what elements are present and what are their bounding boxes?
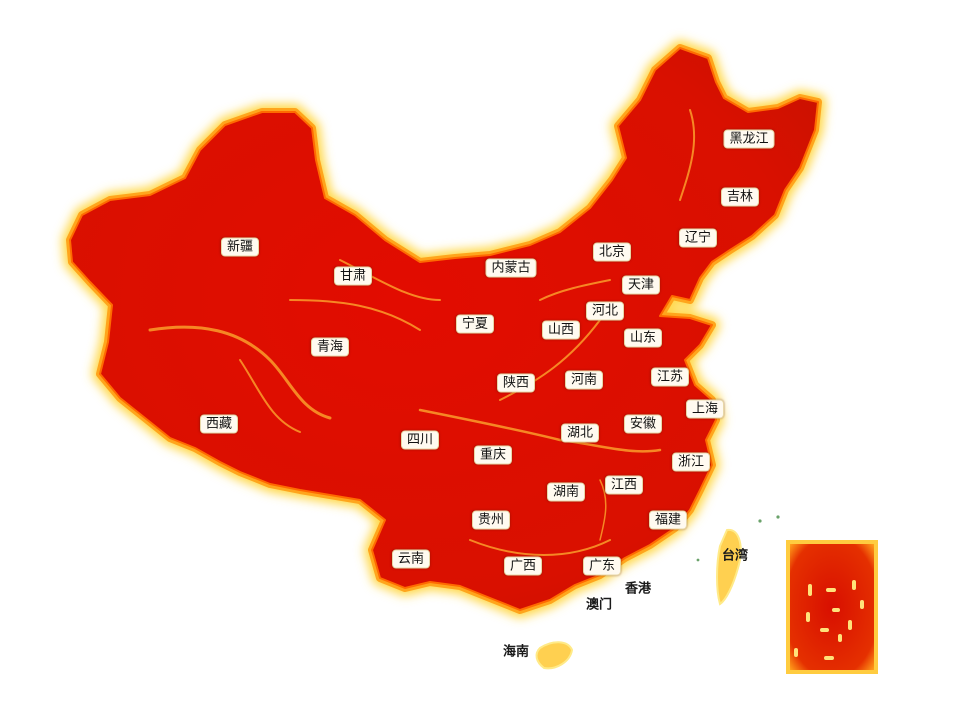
label-hainan[interactable]: 海南: [502, 644, 530, 660]
taiwan-island: [716, 528, 742, 606]
label-xizang[interactable]: 西藏: [199, 414, 239, 434]
label-yunnan[interactable]: 云南: [391, 549, 431, 569]
label-xianggang[interactable]: 香港: [624, 581, 652, 597]
label-guangxi[interactable]: 广西: [503, 556, 543, 576]
mainland-china: [69, 47, 819, 611]
label-hunan[interactable]: 湖南: [546, 482, 586, 502]
hainan-island: [535, 641, 574, 670]
label-shaanxi[interactable]: 陕西: [496, 373, 536, 393]
label-guangdong[interactable]: 广东: [582, 556, 622, 576]
label-aomen[interactable]: 澳门: [585, 597, 613, 613]
label-zhejiang[interactable]: 浙江: [671, 452, 711, 472]
small-islets: [696, 515, 780, 562]
label-hebei[interactable]: 河北: [585, 301, 625, 321]
label-guizhou[interactable]: 贵州: [471, 510, 511, 530]
label-jiangxi[interactable]: 江西: [604, 475, 644, 495]
label-shanghai[interactable]: 上海: [685, 399, 725, 419]
label-jiangsu[interactable]: 江苏: [650, 367, 690, 387]
label-shandong[interactable]: 山东: [623, 328, 663, 348]
label-xinjiang[interactable]: 新疆: [220, 237, 260, 257]
label-fujian[interactable]: 福建: [648, 510, 688, 530]
label-hubei[interactable]: 湖北: [560, 423, 600, 443]
label-taiwan[interactable]: 台湾: [721, 548, 749, 564]
label-chongqing[interactable]: 重庆: [473, 445, 513, 465]
label-neimenggu[interactable]: 内蒙古: [485, 258, 537, 278]
label-anhui[interactable]: 安徽: [623, 414, 663, 434]
label-sichuan[interactable]: 四川: [400, 430, 440, 450]
label-tianjin[interactable]: 天津: [621, 275, 661, 295]
label-ningxia[interactable]: 宁夏: [455, 314, 495, 334]
label-jilin[interactable]: 吉林: [720, 187, 760, 207]
label-heilongjiang[interactable]: 黑龙江: [723, 129, 775, 149]
south-china-sea-inset: [786, 540, 878, 674]
label-beijing[interactable]: 北京: [592, 242, 632, 262]
flame-streaks: [148, 109, 696, 556]
label-liaoning[interactable]: 辽宁: [678, 228, 718, 248]
label-qinghai[interactable]: 青海: [310, 337, 350, 357]
label-shanxi[interactable]: 山西: [541, 320, 581, 340]
label-henan[interactable]: 河南: [564, 370, 604, 390]
label-gansu[interactable]: 甘肃: [333, 266, 373, 286]
